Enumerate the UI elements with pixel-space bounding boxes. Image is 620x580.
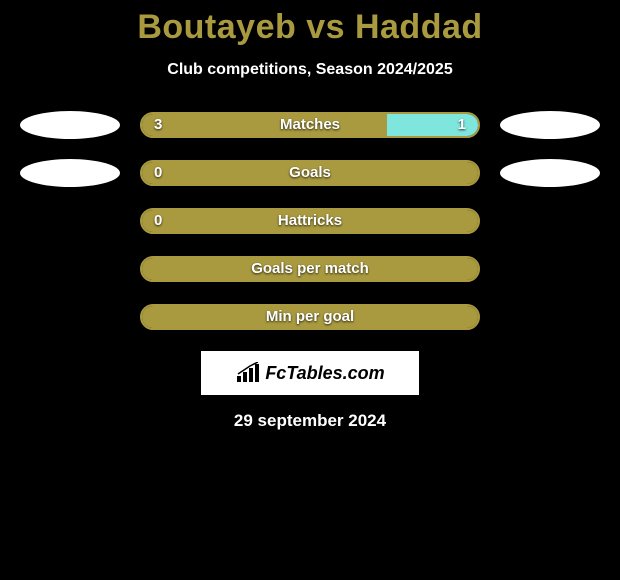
comparison-row: Min per goal bbox=[0, 303, 620, 331]
page-title: Boutayeb vs Haddad bbox=[0, 0, 620, 47]
comparison-row: Matches3 1 bbox=[0, 111, 620, 139]
left-badge-slot bbox=[20, 255, 120, 283]
footer-logo: FcTables.com bbox=[201, 351, 419, 395]
stat-value-left: 3 bbox=[154, 114, 162, 136]
stat-label: Goals per match bbox=[142, 258, 478, 280]
stat-bar: Matches3 1 bbox=[140, 112, 480, 138]
stat-label: Goals bbox=[142, 162, 478, 184]
player-badge-right bbox=[500, 111, 600, 139]
stat-bar: Goals per match bbox=[140, 256, 480, 282]
chart-icon bbox=[235, 362, 261, 384]
right-badge-slot bbox=[500, 111, 600, 139]
stat-value-left: 0 bbox=[154, 210, 162, 232]
comparison-row: Goals per match bbox=[0, 255, 620, 283]
stat-label: Min per goal bbox=[142, 306, 478, 328]
footer-logo-text: FcTables.com bbox=[265, 363, 384, 384]
footer-date: 29 september 2024 bbox=[0, 411, 620, 431]
subtitle: Club competitions, Season 2024/2025 bbox=[0, 61, 620, 79]
left-badge-slot bbox=[20, 159, 120, 187]
left-badge-slot bbox=[20, 111, 120, 139]
comparison-row: Goals0 bbox=[0, 159, 620, 187]
comparison-row: Hattricks0 bbox=[0, 207, 620, 235]
right-badge-slot bbox=[500, 159, 600, 187]
comparison-rows: Matches31Goals0Hattricks0Goals per match… bbox=[0, 111, 620, 331]
right-badge-slot bbox=[500, 255, 600, 283]
right-badge-slot bbox=[500, 303, 600, 331]
stat-label: Matches bbox=[142, 114, 478, 136]
stat-value-right: 1 bbox=[458, 114, 466, 136]
stat-value-left: 0 bbox=[154, 162, 162, 184]
stat-bar: Hattricks0 bbox=[140, 208, 480, 234]
player-badge-right bbox=[500, 159, 600, 187]
right-badge-slot bbox=[500, 207, 600, 235]
stat-bar: Goals0 bbox=[140, 160, 480, 186]
left-badge-slot bbox=[20, 303, 120, 331]
stat-bar: Min per goal bbox=[140, 304, 480, 330]
player-badge-left bbox=[20, 159, 120, 187]
stat-label: Hattricks bbox=[142, 210, 478, 232]
player-badge-left bbox=[20, 111, 120, 139]
left-badge-slot bbox=[20, 207, 120, 235]
